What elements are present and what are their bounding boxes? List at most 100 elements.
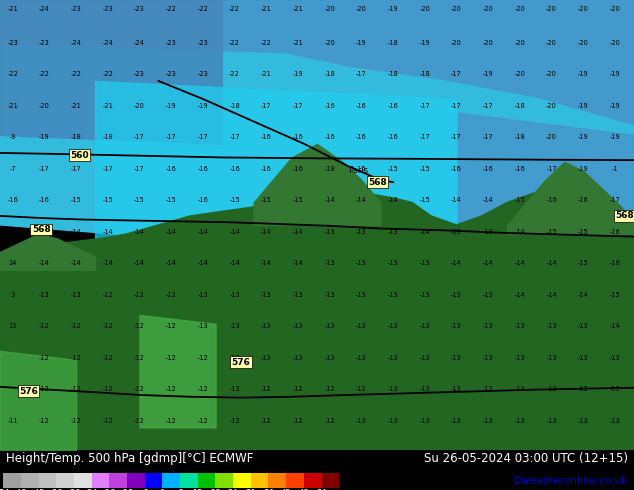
Text: -12: -12 — [39, 417, 49, 423]
Text: -17: -17 — [420, 134, 430, 140]
Text: -13: -13 — [515, 417, 525, 423]
Text: -12: -12 — [166, 386, 176, 392]
Text: -23: -23 — [166, 40, 176, 46]
Text: -19: -19 — [39, 134, 49, 140]
Text: -23: -23 — [71, 6, 81, 12]
Text: -17: -17 — [451, 71, 462, 77]
Text: -13: -13 — [71, 292, 81, 297]
Text: -13: -13 — [420, 260, 430, 266]
Text: -17: -17 — [198, 134, 208, 140]
Text: 568: 568 — [368, 178, 387, 187]
Text: -18: -18 — [515, 134, 525, 140]
Text: ©weatheronline.co.uk: ©weatheronline.co.uk — [512, 476, 628, 486]
Text: -16: -16 — [166, 166, 176, 171]
Text: -17: -17 — [293, 103, 303, 109]
Text: -13: -13 — [610, 417, 620, 423]
Text: 36: 36 — [263, 489, 274, 490]
Bar — [180, 473, 198, 489]
Text: -13: -13 — [451, 323, 462, 329]
Text: -21: -21 — [261, 6, 271, 12]
Text: -17: -17 — [356, 71, 366, 77]
Text: -15: -15 — [578, 229, 588, 235]
Bar — [3, 473, 21, 489]
Text: -20: -20 — [451, 40, 462, 46]
Text: -14: -14 — [293, 229, 303, 235]
Text: -21: -21 — [293, 40, 303, 46]
Text: -16: -16 — [261, 134, 271, 140]
Text: -13: -13 — [356, 292, 366, 297]
Text: -15: -15 — [515, 197, 525, 203]
Text: -16: -16 — [356, 134, 366, 140]
Text: -14: -14 — [578, 292, 588, 297]
Text: -19: -19 — [166, 103, 176, 109]
Text: -20: -20 — [324, 40, 335, 46]
Text: -19: -19 — [483, 71, 493, 77]
Bar — [286, 473, 304, 489]
Text: -15: -15 — [230, 197, 240, 203]
Bar — [91, 473, 109, 489]
Text: -13: -13 — [325, 229, 335, 235]
Text: -13: -13 — [610, 355, 620, 361]
Text: -13: -13 — [578, 386, 588, 392]
Bar — [109, 473, 127, 489]
Text: -13: -13 — [388, 386, 398, 392]
Text: -19: -19 — [610, 103, 620, 109]
Text: -6: -6 — [141, 489, 149, 490]
Text: -20: -20 — [134, 103, 145, 109]
Text: -15: -15 — [293, 197, 303, 203]
Text: Su 26-05-2024 03:00 UTC (12+15): Su 26-05-2024 03:00 UTC (12+15) — [424, 452, 628, 465]
Text: -14: -14 — [547, 260, 557, 266]
Text: 6: 6 — [178, 489, 183, 490]
Text: -12: -12 — [356, 386, 366, 392]
Text: -20: -20 — [609, 40, 621, 46]
Text: -15: -15 — [103, 197, 113, 203]
Text: -13: -13 — [388, 229, 398, 235]
Bar — [127, 473, 145, 489]
Text: -13: -13 — [293, 323, 303, 329]
Text: -13: -13 — [547, 386, 557, 392]
Text: -13: -13 — [293, 355, 303, 361]
Text: -17: -17 — [166, 134, 176, 140]
Bar — [251, 473, 268, 489]
Text: -23: -23 — [103, 6, 113, 12]
Text: -14: -14 — [8, 229, 18, 235]
Text: -13: -13 — [515, 323, 525, 329]
Text: -23: -23 — [134, 71, 145, 77]
Text: -16: -16 — [451, 166, 462, 171]
Text: -18: -18 — [515, 103, 525, 109]
Text: 568: 568 — [32, 225, 51, 234]
Text: -22: -22 — [229, 40, 240, 46]
Text: -14: -14 — [547, 292, 557, 297]
Bar — [321, 473, 339, 489]
Text: -22: -22 — [7, 71, 18, 77]
Text: -16: -16 — [293, 134, 303, 140]
Text: -14: -14 — [451, 197, 462, 203]
Text: -15: -15 — [420, 197, 430, 203]
Text: -14: -14 — [230, 260, 240, 266]
Text: -17: -17 — [134, 166, 145, 171]
Bar — [233, 473, 251, 489]
Text: -14: -14 — [198, 229, 208, 235]
Text: -16: -16 — [578, 197, 588, 203]
Text: -13: -13 — [39, 292, 49, 297]
Text: -13: -13 — [451, 229, 462, 235]
Text: -14: -14 — [71, 229, 81, 235]
Text: -23: -23 — [198, 71, 208, 77]
Text: -12: -12 — [134, 323, 145, 329]
Text: -24: -24 — [70, 40, 82, 46]
Text: -12: -12 — [261, 417, 271, 423]
Text: -18: -18 — [103, 489, 116, 490]
Text: 18: 18 — [210, 489, 221, 490]
Text: -12: -12 — [71, 355, 81, 361]
Text: -14: -14 — [261, 260, 271, 266]
Text: -14: -14 — [230, 229, 240, 235]
Text: -16: -16 — [198, 166, 208, 171]
Text: -12: -12 — [198, 355, 208, 361]
Text: -13: -13 — [483, 323, 493, 329]
Text: -18: -18 — [325, 71, 335, 77]
Text: -14: -14 — [515, 229, 525, 235]
Text: -19: -19 — [610, 71, 620, 77]
Text: -16: -16 — [483, 166, 493, 171]
Text: -16: -16 — [39, 197, 49, 203]
Text: -20: -20 — [514, 71, 526, 77]
